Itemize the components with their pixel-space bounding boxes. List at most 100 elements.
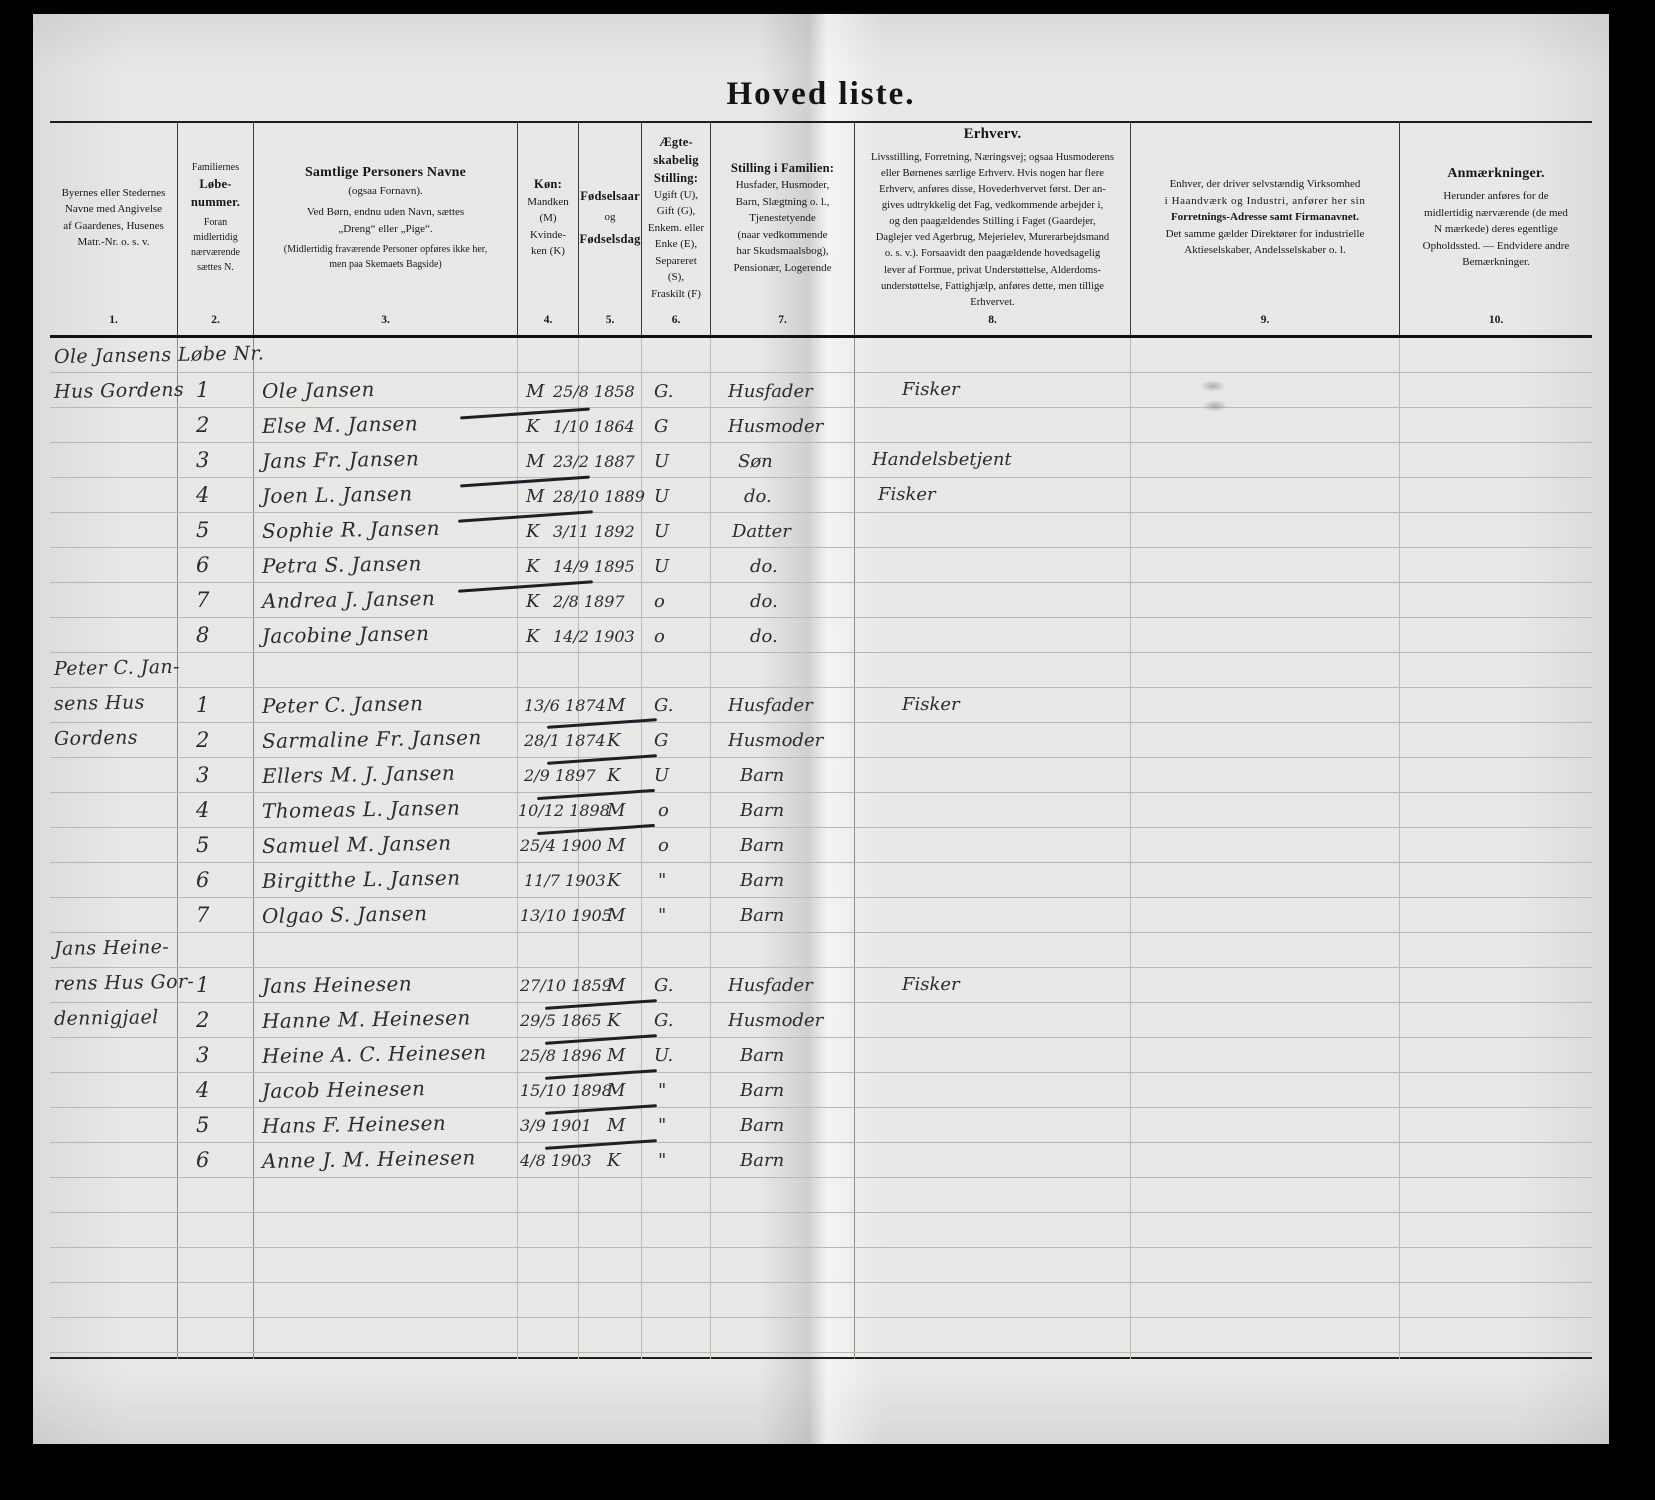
header-9-line-3: Forretnings-Adresse samt Firmanavnet. bbox=[1170, 211, 1360, 224]
header-2-line-4: Foran bbox=[203, 217, 228, 229]
header-vrule-9 bbox=[1399, 121, 1400, 335]
household-1-place-line-1: Ole Jansens Løbe Nr. bbox=[53, 342, 265, 368]
header-9-line-5: Aktieselskaber, Andelsselskaber o. l. bbox=[1184, 244, 1346, 257]
household-3-place-line-3: dennigjael bbox=[53, 1006, 159, 1030]
person-sex: K bbox=[607, 870, 621, 891]
person-birth: 28/1 1874 bbox=[524, 731, 606, 750]
row-rule bbox=[50, 687, 1592, 688]
header-6-line-5: Gift (G), bbox=[656, 205, 696, 218]
person-civil: " bbox=[658, 1115, 667, 1136]
body-vrule-3 bbox=[517, 338, 518, 1359]
person-no: 6 bbox=[196, 1148, 210, 1172]
person-sex: M bbox=[607, 695, 626, 716]
person-civil: " bbox=[658, 905, 667, 926]
header-5-line-3: Fødselsdag bbox=[579, 231, 641, 246]
header-cell-10: Anmærkninger. Herunder anføres for de mi… bbox=[1400, 121, 1592, 314]
header-7-line-5: (naar vedkommende bbox=[737, 228, 828, 241]
ink-smudge bbox=[1202, 400, 1228, 412]
person-name: Jans Fr. Jansen bbox=[261, 446, 420, 473]
row-rule bbox=[50, 932, 1592, 933]
header-2-line-7: sættes N. bbox=[197, 262, 234, 274]
person-no: 6 bbox=[196, 868, 210, 892]
header-10-line-1: Herunder anføres for de bbox=[1443, 190, 1549, 203]
header-8-line-2: eller Børnenes særlige Erhverv. Hvis nog… bbox=[881, 168, 1104, 179]
table-bottom-rule bbox=[50, 1357, 1592, 1359]
household-1-place-line-2: Hus Gordens bbox=[53, 378, 185, 403]
person-name: Joen L. Jansen bbox=[261, 481, 413, 508]
person-birth: 2/9 1897 bbox=[524, 766, 596, 785]
row-rule bbox=[50, 1142, 1592, 1143]
table-header: Byernes eller Stedernes Navne med Angive… bbox=[50, 121, 1592, 314]
person-birth: 2/8 1897 bbox=[553, 592, 625, 611]
row-rule bbox=[50, 862, 1592, 863]
person-no: 5 bbox=[196, 1113, 210, 1137]
header-4-line-4: Kvinde- bbox=[529, 228, 567, 241]
person-family: Husmoder bbox=[728, 730, 824, 751]
header-8-line-4: gives udtrykkelig det Fag, vedkommende a… bbox=[881, 200, 1104, 212]
person-no: 2 bbox=[196, 413, 210, 437]
header-8-line-10: Erhvervet. bbox=[970, 296, 1015, 308]
column-number-9: 9. bbox=[1260, 314, 1270, 326]
header-4-line-5: ken (K) bbox=[531, 245, 565, 258]
header-8-line-7: o. s. v.). Forsaavidt den paagældende ho… bbox=[884, 248, 1101, 260]
person-civil: G. bbox=[654, 975, 674, 996]
row-rule bbox=[50, 617, 1592, 618]
header-vrule-5 bbox=[641, 121, 642, 335]
person-sex: M bbox=[607, 1080, 626, 1101]
person-birth: 4/8 1903 bbox=[520, 1151, 592, 1170]
header-7-line-4: Tjenestetyende bbox=[749, 212, 816, 225]
person-name: Ellers M. J. Jansen bbox=[261, 760, 456, 788]
header-cell-1: Byernes eller Stedernes Navne med Angive… bbox=[50, 121, 177, 314]
header-vrule-8 bbox=[1130, 121, 1131, 335]
body-vrule-8 bbox=[1130, 338, 1131, 1359]
header-bottom-rule bbox=[50, 335, 1592, 338]
person-family: Barn bbox=[740, 800, 785, 821]
header-6-line-9: (S), bbox=[667, 271, 685, 284]
header-9-line-1: Enhver, der driver selvstændig Virksomhe… bbox=[1169, 178, 1361, 191]
header-1-line-2: Navne med Angivelse bbox=[64, 203, 163, 215]
person-name: Sophie R. Jansen bbox=[261, 515, 441, 543]
person-sex: K bbox=[607, 1150, 621, 1171]
header-2-line-6: nærværende bbox=[191, 247, 240, 259]
row-rule bbox=[50, 512, 1592, 513]
header-8-line-8: lever af Formue, privat Understøttelse, … bbox=[884, 264, 1101, 276]
person-birth: 29/5 1865 bbox=[520, 1011, 602, 1030]
person-family: Husfader bbox=[728, 695, 813, 716]
person-civil: " bbox=[658, 1150, 667, 1171]
header-10-line-2: midlertidig nærværende (de med bbox=[1424, 206, 1568, 219]
person-sex: M bbox=[607, 905, 626, 926]
header-3-line-6: men paa Skemaets Bagside) bbox=[329, 259, 442, 271]
person-family: do. bbox=[750, 626, 778, 647]
person-civil: U. bbox=[654, 1045, 674, 1066]
person-sex: M bbox=[607, 1115, 626, 1136]
person-no: 5 bbox=[196, 833, 210, 857]
person-sex: K bbox=[526, 591, 540, 612]
row-rule bbox=[50, 652, 1592, 653]
person-birth: 13/6 1874 bbox=[524, 696, 606, 715]
header-3-line-1: Samtlige Personers Navne bbox=[304, 164, 467, 180]
header-6-line-6: Enkem. eller bbox=[647, 221, 705, 234]
header-8-line-3: Erhverv, anføres disse, Hovederhvervet f… bbox=[879, 184, 1106, 196]
row-rule bbox=[50, 827, 1592, 828]
household-2-place-line-2: sens Hus bbox=[53, 691, 145, 715]
body-vrule-2 bbox=[253, 338, 254, 1359]
person-family: Barn bbox=[740, 1080, 785, 1101]
header-6-line-1: Ægte- bbox=[659, 134, 693, 149]
column-number-4: 4. bbox=[543, 314, 553, 326]
row-rule bbox=[50, 1072, 1592, 1073]
header-9-line-2: i Haandværk og Industri, anfører her sin bbox=[1164, 194, 1366, 207]
header-7-line-1: Stilling i Familien: bbox=[730, 160, 835, 175]
person-occupation: Handelsbetjent bbox=[872, 449, 1012, 470]
household-3-place-line-2: rens Hus Gor- bbox=[53, 970, 195, 995]
person-civil: G. bbox=[654, 695, 674, 716]
person-no: 4 bbox=[196, 798, 210, 822]
header-3-line-2: (ogsaa Fornavn). bbox=[348, 184, 423, 197]
header-7-line-6: har Skudsmaalsbog), bbox=[736, 245, 829, 258]
person-family: do. bbox=[750, 556, 778, 577]
person-birth: 27/10 1859 bbox=[520, 976, 612, 995]
column-number-row: 1. 2. 3. 4. 5. 6. 7. 8. 9. 10. bbox=[50, 314, 1592, 335]
page-title: Hoved liste. bbox=[726, 76, 916, 112]
header-3-line-3: Ved Børn, endnu uden Navn, sættes bbox=[306, 206, 465, 219]
person-name: Andrea J. Jansen bbox=[261, 585, 436, 613]
